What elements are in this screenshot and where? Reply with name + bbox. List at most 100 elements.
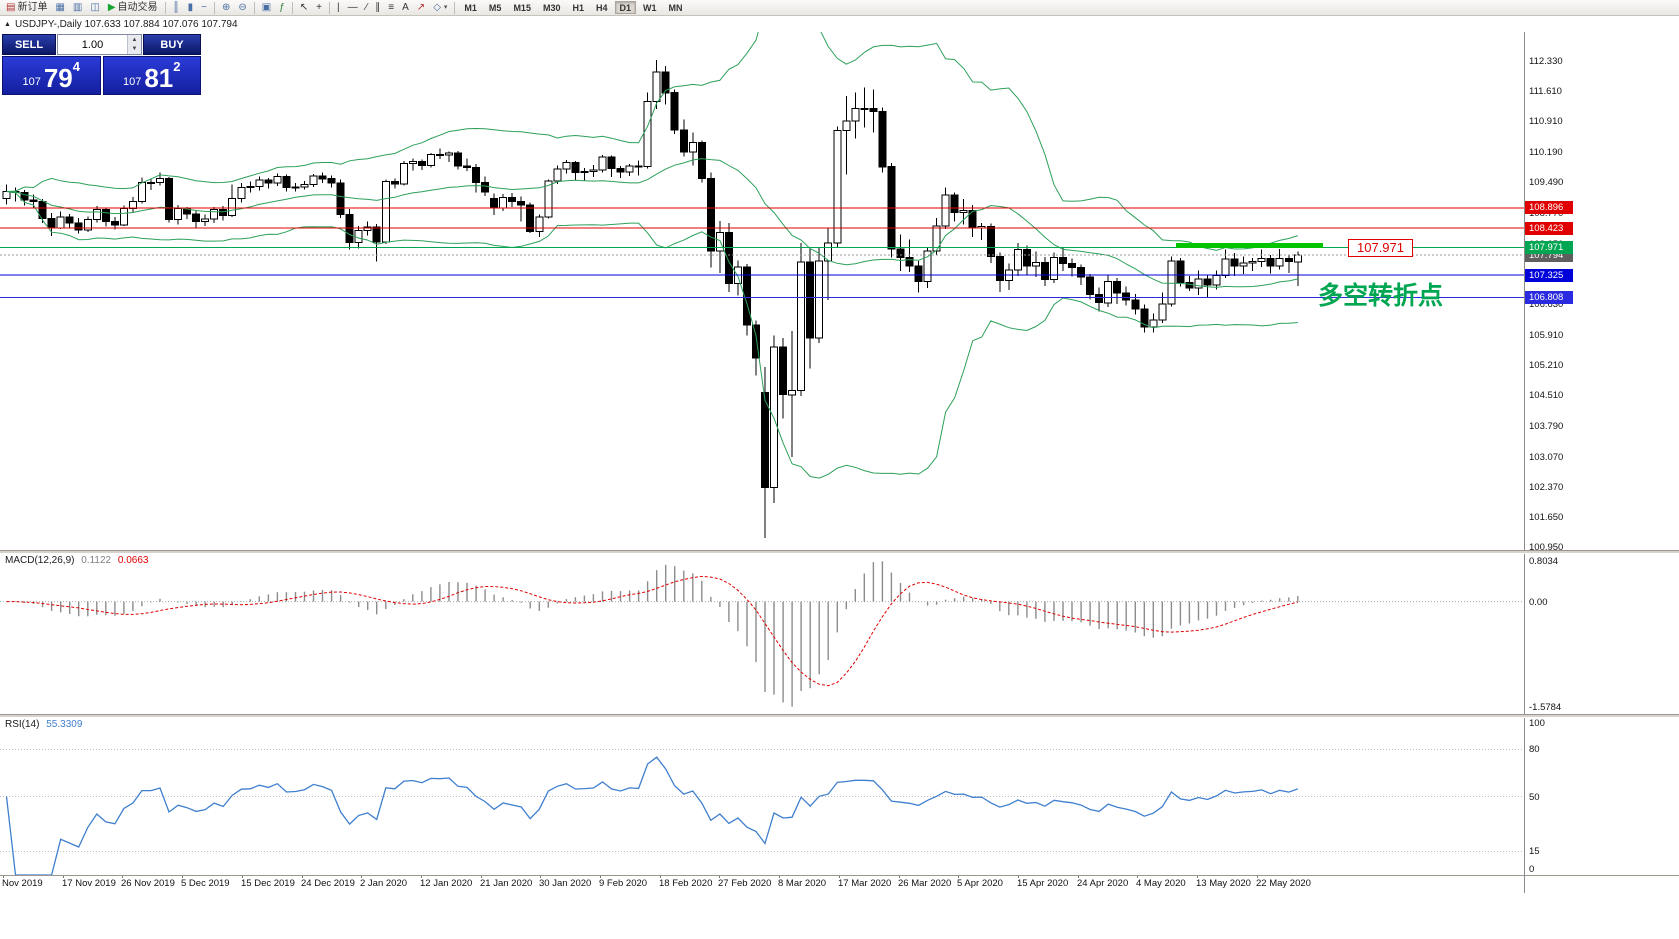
text-tool-icon[interactable]: A [398,1,413,15]
bar-chart-icon[interactable]: ║ [169,1,184,15]
volume-up-button[interactable]: ▲ [128,35,141,45]
shapes-tool-icon: ◇ [433,1,441,13]
chart-window[interactable]: ▲ USDJPY-,Daily 107.633 107.884 107.076 … [0,5,1679,939]
date-tick-mark [421,875,422,878]
date-tick-label: 26 Nov 2019 [121,878,175,889]
data-window-icon[interactable]: ◫ [86,1,103,15]
panel-separator[interactable] [0,714,1679,718]
buy-button[interactable]: BUY [143,34,201,55]
toolbar-separator [291,1,293,14]
date-tick-label: 24 Apr 2020 [1077,878,1129,889]
candlestick-chart-icon[interactable]: ▮ [184,1,198,15]
main-chart-svg [0,5,1524,538]
date-tick-mark [660,875,661,878]
timeframe-button-h4[interactable]: H4 [591,1,613,14]
rsi-canvas[interactable] [0,718,1524,876]
macd-signal-line [6,575,1298,687]
date-tick-mark [719,875,720,878]
date-tick-mark [182,875,183,878]
rsi-scale-label: 50 [1529,792,1542,803]
new-order-button-label: 新订单 [17,1,48,13]
timeframe-button-m15[interactable]: M15 [508,1,536,14]
rsi-header: RSI(14) 55.3309 [5,719,86,730]
bar-chart-icon: ║ [172,1,180,13]
price-tick-label: 102.370 [1529,482,1566,493]
tile-windows-icon[interactable]: ▣ [258,1,275,15]
macd-scale-max: 0.8034 [1529,556,1561,567]
one-click-panel-toggle-icon[interactable]: ▲ [4,21,11,28]
chart-windows-icon[interactable]: ▦ [51,1,68,15]
zoom-in-icon[interactable]: ⊕ [218,1,234,15]
date-tick-mark [481,875,482,878]
date-tick-label: 27 Feb 2020 [718,878,772,889]
date-tick-label: 21 Jan 2020 [480,878,533,889]
pivot-annotation-text[interactable]: 多空转折点 [1318,282,1444,310]
tile-windows-icon: ▣ [261,1,272,13]
price-tick-label: 104.510 [1529,390,1566,401]
cursor-icon[interactable]: ↖ [296,1,312,15]
top-toolbar: ▤ 新订单 ▦ ▥ ◫ ▶ 自动交易 ║ ▮ ~ ⊕ ⊖ ▣ ƒ ↖ + | — ∕ ∥ ≡ A ↗ ◇ ▾ M1 M5 M15 M30… [0,0,1679,16]
date-tick-mark [361,875,362,878]
macd-header: MACD(12,26,9) 0.1122 0.0663 [5,555,152,566]
pivot-price-label[interactable]: 107.971 [1348,239,1413,257]
price-tick-label: 112.330 [1529,56,1565,67]
line-chart-icon[interactable]: ~ [197,1,211,15]
timeframe-button-h1[interactable]: H1 [567,1,589,14]
indicators-icon[interactable]: ƒ [275,1,289,15]
date-tick-mark [1137,875,1138,878]
bollinger-bands-layer [6,5,1298,479]
macd-signal-value: 0.0663 [117,555,149,566]
arrows-tool-icon[interactable]: ↗ [413,1,429,15]
channel-icon[interactable]: ∥ [371,1,384,15]
sell-price-display[interactable]: 107 79 4 [2,56,101,95]
rsi-scale-label: 15 [1529,846,1542,857]
timeframe-button-d1[interactable]: D1 [614,1,637,14]
date-tick-mark [600,875,601,878]
shapes-tool-icon[interactable]: ◇ ▾ [429,1,451,15]
timeframe-button-m30[interactable]: M30 [538,1,566,14]
indicators-icon: ƒ [279,1,285,13]
vertical-line-icon[interactable]: | [333,1,344,15]
horizontal-line-icon[interactable]: — [344,1,362,15]
pivot-trend-segment[interactable] [1176,243,1323,248]
price-tick-label: 103.790 [1529,421,1566,432]
crosshair-icon[interactable]: + [312,1,326,15]
timeframe-button-m5[interactable]: M5 [484,1,507,14]
rsi-title: RSI(14) [5,719,40,730]
timeframe-button-mn[interactable]: MN [664,1,688,14]
date-tick-label: 26 Mar 2020 [898,878,952,889]
macd-value: 0.1122 [81,555,112,566]
macd-scale-zero: 0.00 [1529,597,1550,608]
date-tick-mark [1078,875,1079,878]
date-tick-label: 30 Jan 2020 [539,878,592,889]
zoom-out-icon[interactable]: ⊖ [234,1,250,15]
trendline-icon[interactable]: ∕ [362,1,372,15]
level-price-badge: 108.896 [1525,201,1573,214]
time-axis[interactable]: Nov 2019 17 Nov 2019 26 Nov 2019 5 Dec 2019… [0,875,1679,893]
toolbar-separator [213,1,215,14]
chevron-down-icon: ▾ [443,3,448,11]
macd-canvas[interactable] [0,554,1524,714]
buy-price-display[interactable]: 107 81 2 [102,56,201,95]
new-order-button[interactable]: ▤ 新订单 [2,1,51,15]
price-scale-border [1524,32,1525,893]
timeframe-button-w1[interactable]: W1 [638,1,662,14]
level-price-badge: 106.808 [1525,291,1573,304]
main-chart-canvas[interactable] [0,5,1524,550]
volume-down-button[interactable]: ▼ [128,44,141,54]
sell-price-sup: 4 [72,59,80,74]
auto-trading-button[interactable]: ▶ 自动交易 [104,1,162,15]
date-tick-mark [302,875,303,878]
rsi-levels-layer [0,748,1524,852]
sell-button[interactable]: SELL [2,34,56,55]
panel-separator[interactable] [0,550,1679,554]
price-scale[interactable]: 112.330111.610110.910110.190109.490108.7… [1525,16,1679,893]
rsi-value: 55.3309 [46,719,83,730]
fibonacci-icon[interactable]: ≡ [384,1,398,15]
volume-input[interactable] [58,35,127,54]
macd-histogram-layer [14,561,1299,707]
date-tick-label: 2 Jan 2020 [360,878,408,889]
profiles-icon[interactable]: ▥ [69,1,86,15]
price-tick-label: 100.950 [1529,542,1566,553]
timeframe-button-m1[interactable]: M1 [459,1,482,14]
